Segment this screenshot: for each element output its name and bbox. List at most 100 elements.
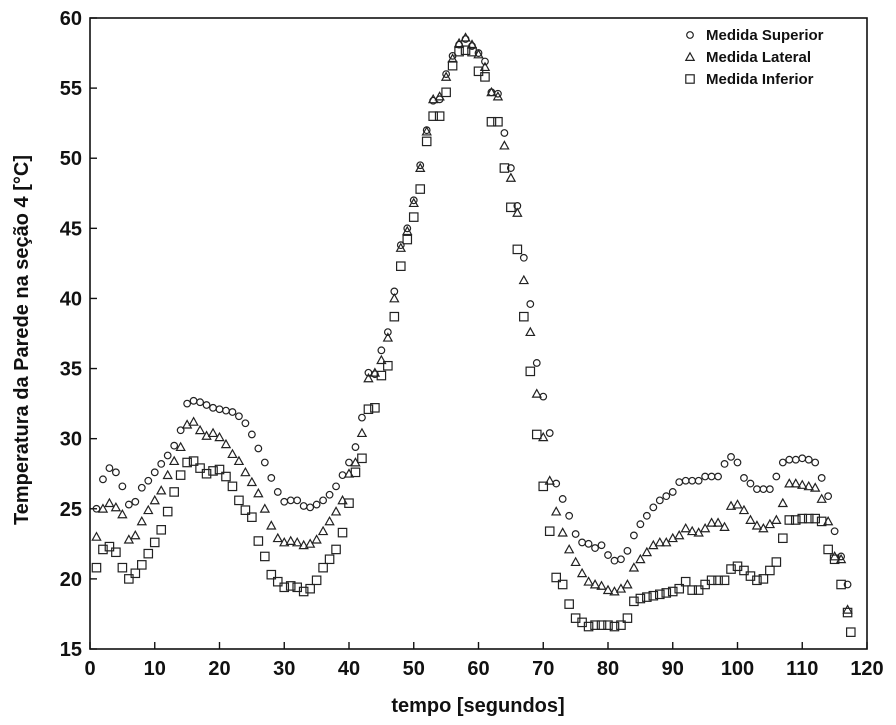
data-point-triangle bbox=[712, 517, 724, 527]
data-point-triangle bbox=[803, 480, 814, 491]
data-point-triangle bbox=[842, 604, 853, 614]
data-point-square bbox=[201, 468, 212, 479]
data-point-square bbox=[441, 87, 451, 98]
data-point-circle bbox=[733, 458, 742, 467]
data-point-triangle bbox=[544, 475, 555, 485]
data-point-square bbox=[175, 470, 186, 480]
legend: Medida Superior Medida Lateral Medida Infe… bbox=[684, 27, 824, 88]
data-point-circle bbox=[811, 458, 820, 467]
data-point-circle bbox=[571, 530, 580, 538]
data-point-triangle bbox=[667, 532, 678, 543]
data-point-circle bbox=[247, 430, 256, 439]
data-point-triangle bbox=[220, 438, 232, 449]
data-point-square bbox=[531, 429, 542, 440]
data-point-square bbox=[460, 45, 471, 56]
data-point-triangle bbox=[91, 531, 102, 541]
data-point-triangle bbox=[337, 494, 348, 505]
data-point-circle bbox=[727, 452, 735, 461]
data-point-square bbox=[214, 464, 225, 475]
data-point-square bbox=[557, 579, 568, 590]
data-point-triangle bbox=[162, 469, 173, 480]
data-point-circle bbox=[526, 300, 535, 308]
data-point-triangle bbox=[408, 197, 419, 208]
data-point-square bbox=[227, 481, 238, 492]
legend-marker-square bbox=[685, 74, 695, 84]
data-point-circle bbox=[254, 444, 263, 453]
data-point-square bbox=[564, 599, 574, 609]
data-point-square bbox=[162, 506, 173, 517]
data-point-square bbox=[357, 453, 367, 464]
data-point-triangle bbox=[266, 520, 277, 530]
data-point-circle bbox=[202, 401, 211, 409]
data-point-circle bbox=[92, 504, 101, 513]
data-point-triangle bbox=[285, 535, 296, 545]
x-axis-ticks: 0 10 20 30 40 50 60 70 80 90 100 110 120 bbox=[84, 642, 884, 680]
data-point-triangle bbox=[259, 503, 271, 513]
data-point-triangle bbox=[233, 455, 245, 466]
data-point-square bbox=[499, 163, 510, 173]
data-point-square bbox=[713, 575, 723, 586]
data-point-circle bbox=[124, 500, 133, 509]
data-point-circle bbox=[791, 455, 800, 464]
data-point-square bbox=[525, 366, 536, 377]
data-point-square bbox=[305, 583, 315, 594]
data-point-circle bbox=[804, 455, 813, 464]
data-point-square bbox=[758, 574, 769, 584]
data-point-circle bbox=[746, 479, 755, 488]
data-point-triangle bbox=[686, 525, 698, 536]
x-tick-label: 40 bbox=[338, 658, 360, 680]
data-point-square bbox=[726, 564, 736, 574]
y-tick-label: 60 bbox=[60, 8, 82, 30]
data-point-square bbox=[272, 576, 283, 587]
y-tick-label: 50 bbox=[60, 148, 82, 170]
series-square bbox=[91, 45, 856, 637]
data-point-circle bbox=[409, 196, 418, 205]
data-point-square bbox=[137, 560, 147, 570]
data-point-triangle bbox=[745, 514, 756, 524]
x-tick-label: 70 bbox=[532, 658, 554, 680]
data-point-circle bbox=[591, 544, 599, 552]
data-point-triangle bbox=[117, 508, 128, 519]
data-point-triangle bbox=[207, 427, 219, 438]
data-point-square bbox=[622, 613, 633, 623]
data-point-square bbox=[266, 569, 277, 580]
data-point-circle bbox=[565, 511, 574, 520]
data-point-circle bbox=[662, 492, 671, 501]
x-tick-label: 100 bbox=[721, 658, 754, 680]
data-point-circle bbox=[416, 161, 425, 170]
data-point-square bbox=[117, 562, 128, 573]
data-point-square bbox=[104, 541, 115, 552]
data-point-square bbox=[810, 513, 820, 524]
data-point-square bbox=[415, 184, 426, 194]
data-point-triangle bbox=[719, 521, 730, 531]
data-point-circle bbox=[765, 485, 774, 494]
data-point-circle bbox=[150, 468, 159, 477]
data-point-circle bbox=[383, 328, 392, 336]
data-point-square bbox=[480, 72, 490, 82]
data-point-triangle bbox=[822, 515, 834, 526]
y-tick-label: 25 bbox=[60, 499, 82, 521]
data-point-square bbox=[596, 620, 607, 630]
x-tick-label: 90 bbox=[662, 658, 684, 680]
data-point-square bbox=[311, 575, 322, 586]
data-point-circle bbox=[701, 472, 710, 481]
x-tick-label: 80 bbox=[597, 658, 619, 680]
data-point-circle bbox=[500, 129, 509, 137]
data-point-square bbox=[370, 403, 380, 413]
y-tick-label: 45 bbox=[60, 218, 82, 240]
data-point-circle bbox=[99, 475, 107, 484]
data-point-triangle bbox=[512, 207, 523, 217]
data-point-circle bbox=[558, 495, 567, 503]
data-point-circle bbox=[215, 405, 224, 414]
data-point-square bbox=[376, 370, 387, 381]
data-point-triangle bbox=[628, 562, 640, 572]
data-point-triangle bbox=[674, 529, 685, 540]
data-point-triangle bbox=[563, 544, 575, 554]
y-tick-label: 40 bbox=[60, 288, 82, 310]
plot-frame bbox=[89, 17, 868, 650]
data-point-square bbox=[803, 513, 814, 524]
data-point-triangle bbox=[492, 91, 504, 101]
data-point-circle bbox=[319, 496, 328, 505]
legend-label: Medida Superior bbox=[706, 27, 824, 44]
